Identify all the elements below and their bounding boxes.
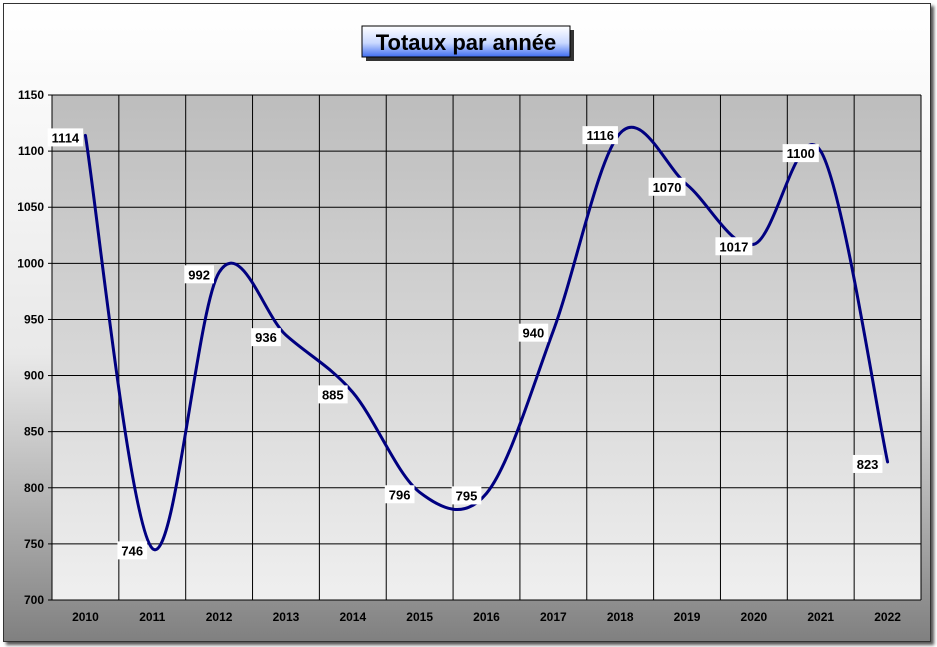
data-label-text: 795 bbox=[456, 488, 478, 503]
y-tick-label: 950 bbox=[24, 312, 44, 326]
data-label-box bbox=[251, 328, 281, 347]
y-tick-label: 1000 bbox=[17, 256, 44, 270]
y-tick-label: 1050 bbox=[17, 200, 44, 214]
data-label-text: 1114 bbox=[52, 130, 80, 145]
plot-area bbox=[52, 95, 921, 600]
data-label-text: 940 bbox=[522, 326, 544, 341]
x-tick-label: 2015 bbox=[406, 610, 433, 624]
data-label-text: 823 bbox=[857, 457, 879, 472]
x-tick-label: 2022 bbox=[874, 610, 901, 624]
series-line bbox=[83, 125, 890, 552]
data-label: 746 bbox=[117, 541, 148, 560]
data-label: 1116 bbox=[582, 126, 618, 145]
y-tick-label: 1100 bbox=[18, 144, 44, 158]
chart-title-box: Totaux par année bbox=[361, 25, 574, 61]
y-tick-label: 750 bbox=[24, 537, 44, 551]
y-tick-label: 800 bbox=[24, 481, 44, 495]
data-label-box bbox=[518, 323, 549, 342]
x-tick-label: 2010 bbox=[72, 610, 99, 624]
data-label: 1114 bbox=[47, 128, 84, 147]
y-tick-label: 850 bbox=[24, 425, 44, 439]
data-label-box bbox=[184, 265, 214, 284]
chart-title: Totaux par année bbox=[376, 30, 557, 55]
data-label: 823 bbox=[852, 454, 883, 473]
data-label-box bbox=[852, 454, 883, 473]
x-tick-label: 2013 bbox=[273, 610, 300, 624]
data-label-text: 796 bbox=[389, 487, 411, 502]
x-tick-label: 2016 bbox=[473, 610, 500, 624]
data-label: 885 bbox=[317, 385, 348, 404]
x-tick-label: 2020 bbox=[741, 610, 768, 624]
x-tick-label: 2012 bbox=[206, 610, 233, 624]
x-tick-label: 2011 bbox=[139, 610, 165, 624]
data-label-text: 1100 bbox=[787, 146, 815, 161]
data-label-box bbox=[451, 486, 482, 505]
grid bbox=[51, 94, 922, 601]
x-tick-label: 2019 bbox=[674, 610, 701, 624]
x-tick-label: 2018 bbox=[607, 610, 634, 624]
data-label-text: 1116 bbox=[586, 128, 614, 143]
data-label-text: 992 bbox=[188, 267, 210, 282]
x-tick-label: 2017 bbox=[540, 610, 567, 624]
data-label-box bbox=[715, 237, 753, 256]
data-label: 992 bbox=[184, 265, 214, 284]
data-label-box bbox=[648, 177, 686, 196]
data-label-box bbox=[47, 128, 84, 147]
data-label: 1017 bbox=[715, 237, 753, 256]
data-label-text: 746 bbox=[121, 543, 143, 558]
y-tick-label: 700 bbox=[24, 593, 44, 607]
data-label-box bbox=[317, 385, 348, 404]
data-label-box bbox=[117, 541, 148, 560]
data-label: 796 bbox=[384, 485, 415, 504]
data-label-text: 1070 bbox=[653, 180, 682, 195]
x-tick-label: 2014 bbox=[339, 610, 366, 624]
data-label-text: 1017 bbox=[719, 239, 748, 254]
data-label-text: 936 bbox=[255, 330, 277, 345]
y-tick-label: 1150 bbox=[18, 88, 44, 102]
data-labels: 1114 746 992 936 885 796 795 940 1116 1070 1017 110… bbox=[47, 126, 883, 560]
data-label: 936 bbox=[251, 328, 281, 347]
data-label-box bbox=[384, 485, 415, 504]
data-label-text: 885 bbox=[322, 387, 344, 402]
data-label: 1070 bbox=[648, 177, 686, 196]
x-tick-label: 2021 bbox=[807, 610, 834, 624]
axes: 700 750 800 850 900 950 1000 1050 1100 1150 2010 20… bbox=[17, 88, 901, 624]
data-label: 795 bbox=[451, 486, 482, 505]
data-label: 1100 bbox=[782, 144, 819, 163]
data-label-box bbox=[782, 144, 819, 163]
y-tick-label: 900 bbox=[24, 369, 44, 383]
data-label-box bbox=[582, 126, 618, 145]
data-label: 940 bbox=[518, 323, 549, 342]
